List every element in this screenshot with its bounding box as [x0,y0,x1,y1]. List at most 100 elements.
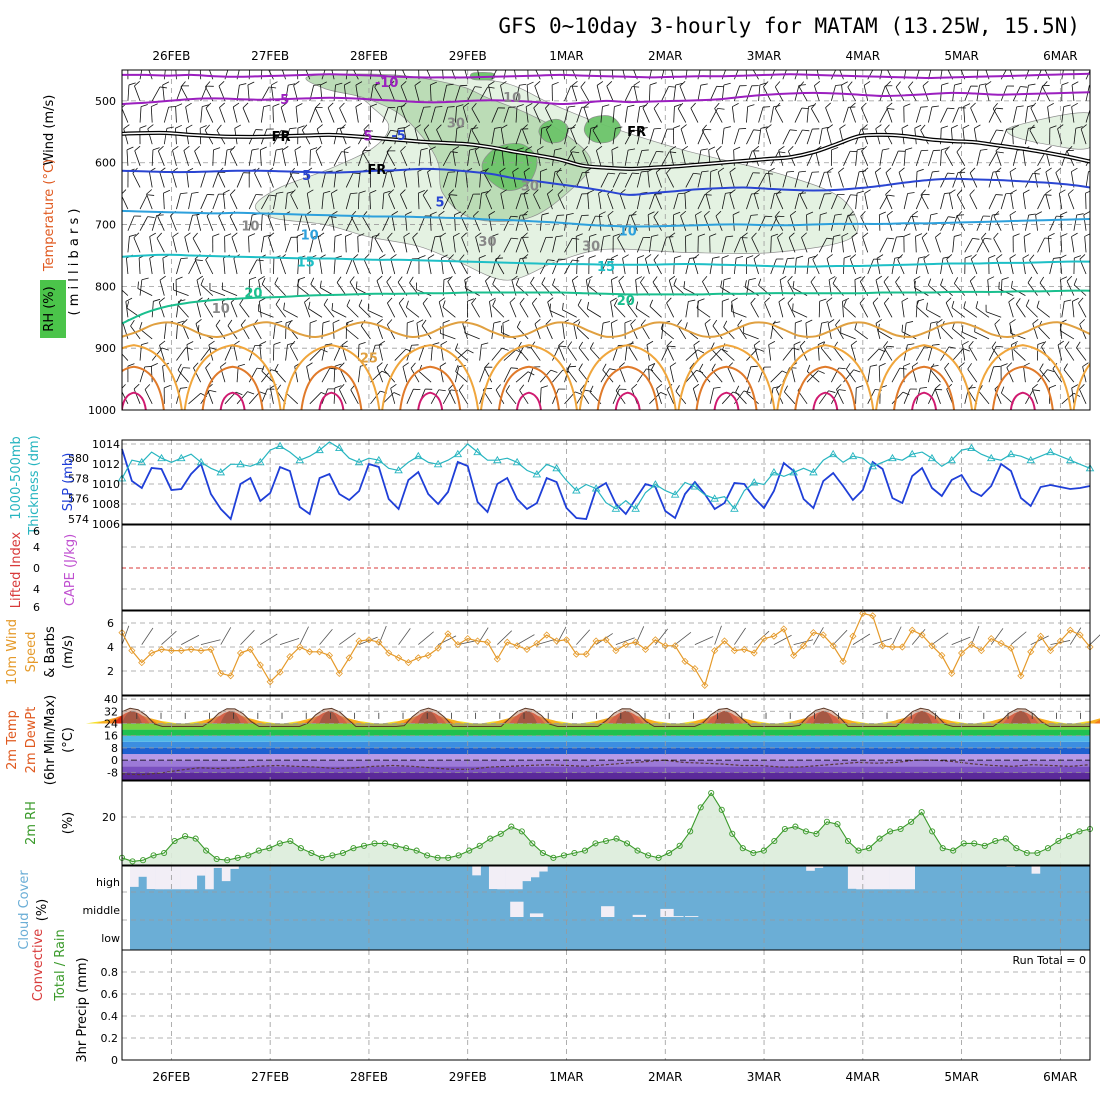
wind-barb [681,145,689,166]
barb-flag [968,341,974,347]
wind10m-speed-point [513,642,521,650]
barb-staff [515,85,520,101]
barb-flag [370,103,378,107]
barb-flag [541,277,546,284]
barb-flag [418,61,424,64]
barb-flag [916,168,924,172]
wind10m-speed-point [849,632,857,640]
barb-flag [526,81,534,86]
barb-staff [794,70,799,80]
barb-flag [353,172,361,174]
barb-staff [1073,214,1078,231]
rh2m-point [1002,835,1009,842]
barb-flag [159,340,166,346]
pressure-tick-label: 1000 [88,404,116,417]
barb-staff [684,193,687,210]
wind-barb [500,124,508,145]
cloud-middle-bars [510,901,699,917]
wind10m-barb [813,627,824,645]
barb-flag [683,281,686,289]
barb-staff [362,216,371,231]
barb-staff [782,171,788,188]
barb-flag [530,276,535,284]
barb-flag [123,124,130,130]
wind10m-barb [161,630,177,645]
wind-barb [770,233,779,253]
barb-flag [1047,103,1054,108]
wind-barb [260,234,271,253]
barb-staff [830,215,836,231]
barb-staff [928,150,934,166]
barb-staff [188,70,190,80]
barb-staff [1085,70,1090,80]
barb-staff [799,194,808,210]
barb-flag [405,211,412,216]
cloud-high-bar [146,866,156,890]
barb-flag [339,362,345,368]
wind-barb [818,321,829,339]
cloud-high-bar [188,866,198,890]
barb-flag [613,299,618,306]
wind-barb [794,170,806,188]
temperature-band [122,723,1090,730]
barb-flag [864,189,871,194]
barb-staff [383,369,396,383]
barb-staff [1083,214,1087,231]
wind-barb [624,104,635,123]
wind-barb [321,190,331,210]
barb-staff [976,215,984,231]
wind10m-barb [181,634,200,645]
barb-flag [883,276,889,283]
barb-staff [219,107,226,123]
contour-label: 20 [617,294,635,309]
wind-barb [940,147,949,166]
barb-flag [212,233,220,237]
wind-barb [1071,232,1078,253]
wind-barb [194,145,202,166]
wind-barb [733,237,748,253]
barb-flag [515,278,520,286]
barb-flag [615,384,621,391]
wind-barb [636,368,654,383]
barb-flag [954,234,962,237]
wind-barb [273,191,284,210]
barb-flag [722,298,729,302]
barb-flag [981,232,987,239]
barb-flag [580,81,586,88]
barb-flag [396,62,403,64]
wind-barb [940,256,950,275]
contour-30 [282,344,381,410]
barb-flag [263,234,271,237]
wind-barb [1078,297,1087,318]
barb-flag [369,189,377,194]
wind-barb [1023,233,1031,253]
rh2m-point [813,830,820,837]
barb-flag [792,303,794,311]
barb-flag [641,149,649,151]
wind-barb [239,298,250,318]
wind-barb [1042,81,1051,102]
rh2m-point [445,854,452,861]
barb-flag [1061,82,1069,86]
wind-barb [1057,124,1064,145]
wind-barb [987,276,995,296]
barb-staff [162,84,165,101]
wind-barb [988,129,1004,145]
wind-barb [1059,254,1067,275]
barb-staff [915,150,922,166]
wind-barb [139,104,148,123]
wind-barb [636,149,649,166]
barb-flag [175,103,183,107]
barb-staff [915,236,917,253]
barb-staff [503,237,512,253]
date-label-bottom: 6MAR [1043,1070,1078,1084]
panel-frame [121,439,1091,525]
barb-flag [599,211,606,216]
barb-staff [872,302,881,318]
barb-staff [1000,193,1007,210]
barb-flag [669,145,677,151]
barb-flag [422,189,428,196]
barb-flag [1045,167,1052,173]
barb-staff [515,215,521,231]
barb-staff [612,388,620,404]
